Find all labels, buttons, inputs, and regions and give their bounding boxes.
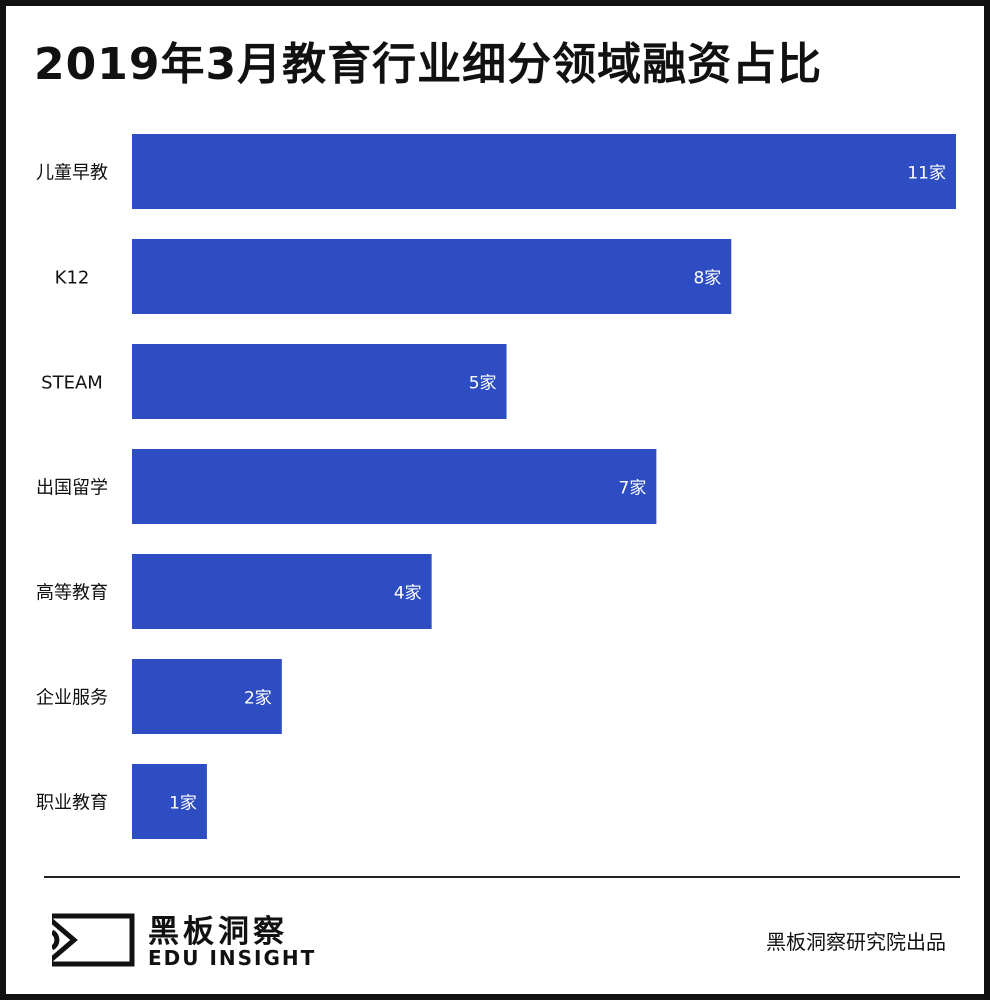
source-credit: 黑板洞察研究院出品 [766, 930, 946, 954]
logo-mark-icon [44, 910, 135, 970]
logo-name-en: EDU INSIGHT [148, 946, 317, 970]
bar-5 [132, 659, 282, 734]
category-label: 出国留学 [36, 478, 108, 499]
data-label: 2家 [244, 689, 272, 709]
bar-2 [132, 344, 507, 419]
bar-3 [132, 449, 657, 524]
footer-divider [44, 876, 960, 878]
data-label: 1家 [169, 794, 197, 814]
chart-title: 2019年3月教育行业细分领域融资占比 [34, 39, 823, 90]
category-label: 职业教育 [36, 793, 108, 814]
brand-logo: 黑板洞察 EDU INSIGHT [44, 906, 314, 976]
bar-1 [132, 239, 732, 314]
data-label: 4家 [394, 584, 422, 604]
bar-4 [132, 554, 432, 629]
category-label: 高等教育 [36, 583, 108, 604]
data-label: 8家 [693, 269, 721, 289]
category-label: 儿童早教 [36, 163, 108, 184]
category-label: 企业服务 [36, 688, 108, 709]
bar-6 [132, 764, 207, 839]
data-label: 7家 [619, 479, 647, 499]
category-label: K12 [55, 268, 90, 289]
data-label: 5家 [469, 374, 497, 394]
data-label: 11家 [907, 164, 946, 184]
category-label: STEAM [41, 373, 103, 394]
bar-0 [132, 134, 956, 209]
logo-name-cn: 黑板洞察 [148, 914, 288, 950]
